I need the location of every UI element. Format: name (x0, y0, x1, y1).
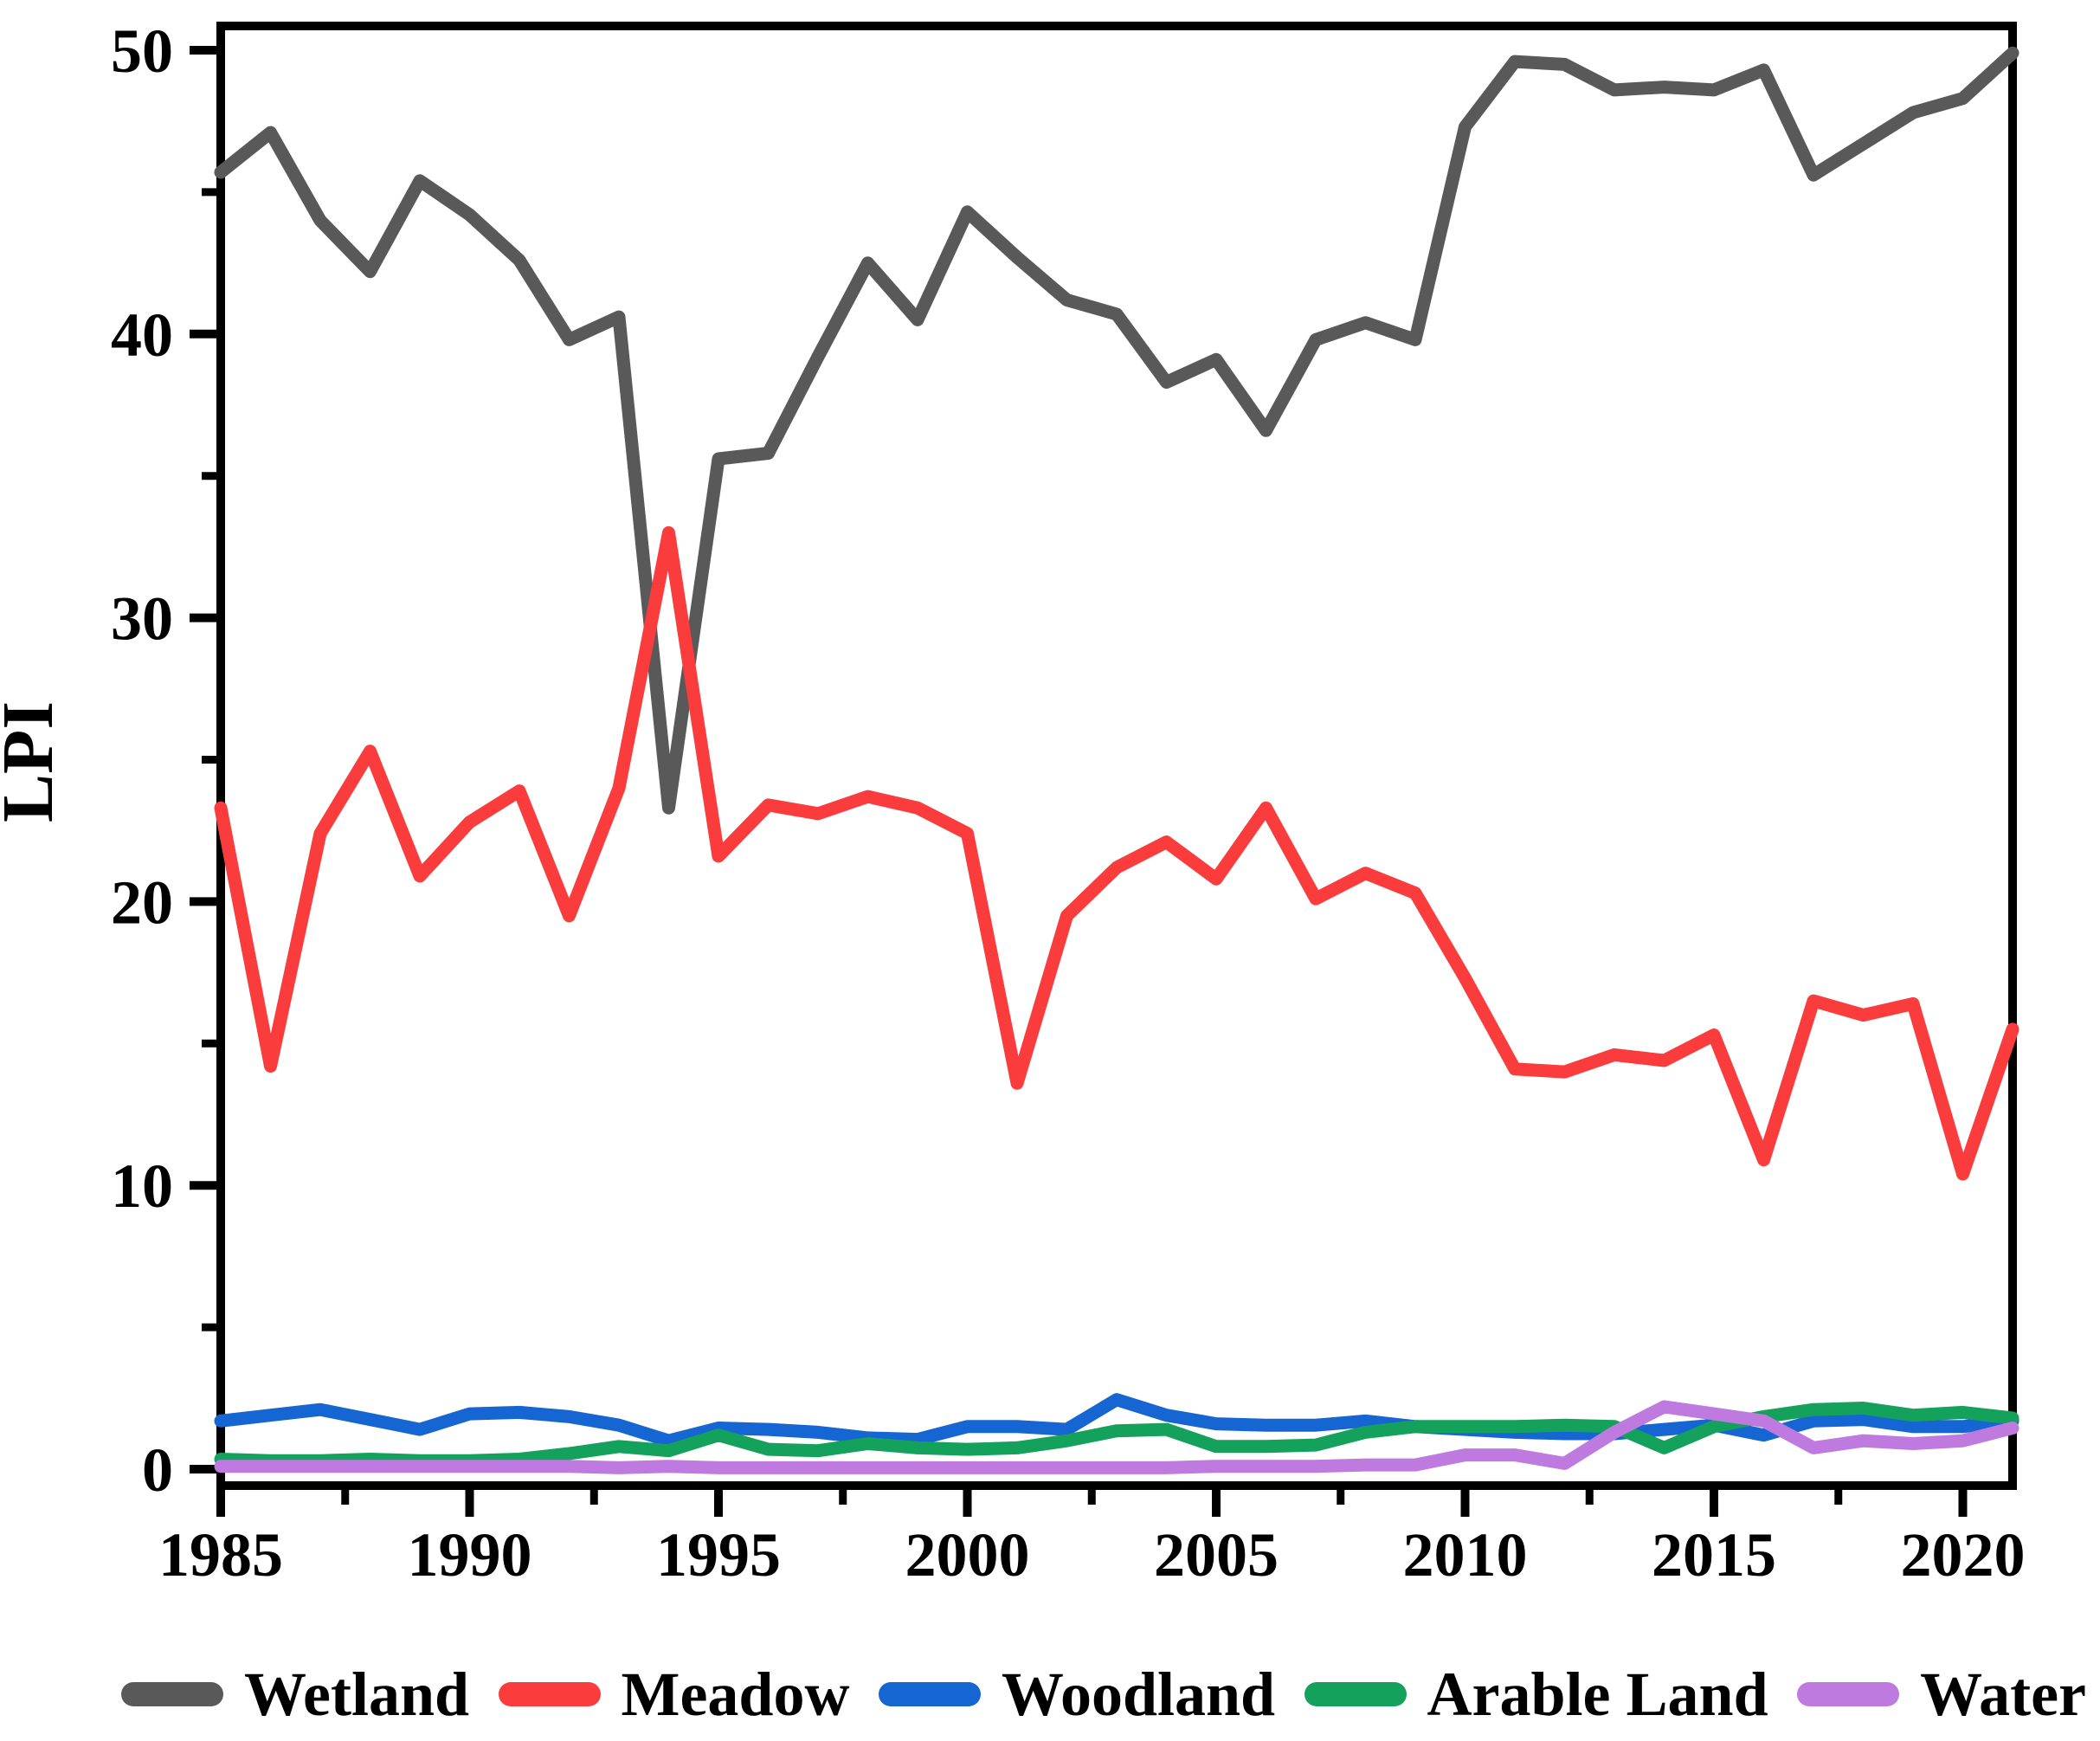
x-tick-label-2015: 2015 (1652, 1520, 1776, 1589)
axes: 0 10 20 30 40 50 1985 1990 1995 2000 2005 2010 2015 2… (111, 16, 2026, 1589)
legend-item-water: Water (1797, 1663, 2086, 1725)
legend-swatch-woodland (878, 1682, 981, 1706)
legend: Wetland Meadow Woodland Arable Land Water (121, 1647, 2086, 1741)
x-tick-label-2000: 2000 (905, 1520, 1030, 1589)
x-tick-label-2005: 2005 (1154, 1520, 1279, 1589)
y-tick-label-20: 20 (111, 867, 173, 937)
x-tick-label-2010: 2010 (1403, 1520, 1528, 1589)
legend-item-woodland: Woodland (878, 1660, 1276, 1729)
legend-swatch-meadow (498, 1682, 601, 1706)
legend-label-wetland: Wetland (244, 1660, 470, 1729)
plot-frame (216, 22, 2017, 1490)
legend-label-arable-land: Arable Land (1427, 1660, 1768, 1729)
series-line-meadow (214, 526, 2019, 1181)
y-tick-label-0: 0 (142, 1435, 173, 1505)
legend-label-water: Water (1920, 1660, 2086, 1729)
legend-swatch-wetland (121, 1682, 223, 1706)
legend-item-meadow: Meadow (498, 1660, 850, 1729)
x-tick-label-1990: 1990 (408, 1520, 532, 1589)
y-tick-label-50: 50 (111, 16, 173, 86)
legend-item-arable-land: Arable Land (1304, 1663, 1768, 1725)
y-tick-label-40: 40 (111, 300, 173, 370)
y-axis-title: LPI (0, 701, 68, 822)
x-tick-label-1995: 1995 (656, 1520, 781, 1589)
y-tick-label-30: 30 (111, 584, 173, 654)
series-lines (214, 46, 2019, 1474)
x-tick-label-2020: 2020 (1901, 1520, 2026, 1589)
y-tick-label-10: 10 (111, 1151, 173, 1221)
x-tick-label-1985: 1985 (158, 1520, 283, 1589)
series-line-water (214, 1400, 2019, 1474)
series-line-arable-land (214, 1402, 2019, 1467)
legend-swatch-arable-land (1304, 1682, 1407, 1706)
legend-item-wetland: Wetland (121, 1663, 469, 1725)
legend-label-meadow: Meadow (621, 1660, 850, 1729)
series-line-wetland (214, 46, 2019, 815)
legend-label-woodland: Woodland (1001, 1660, 1276, 1729)
legend-swatch-water (1797, 1682, 1900, 1706)
